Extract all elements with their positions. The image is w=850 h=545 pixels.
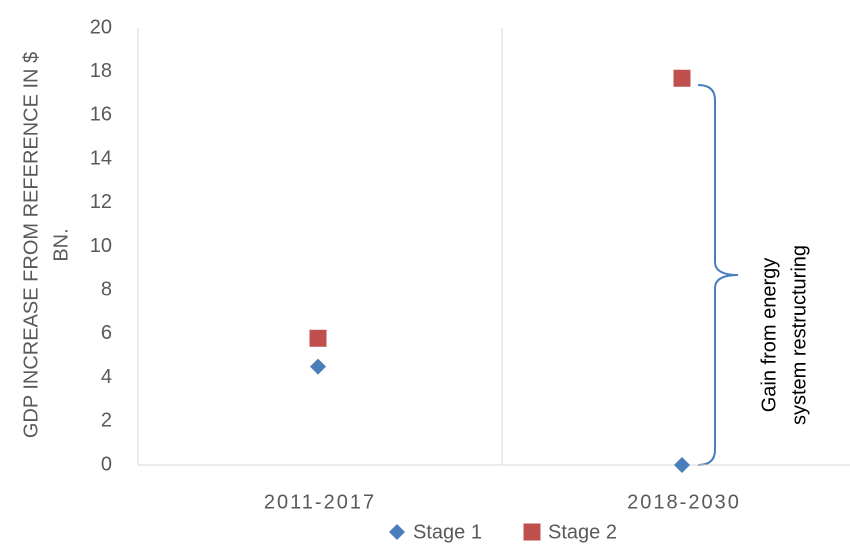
y-axis-label: BN. [50,228,72,261]
y-axis-label: GDP INCREASE FROM REFERENCE IN $ [20,52,42,438]
y-tick-label: 8 [101,278,112,300]
x-tick-label: 2018-2030 [627,491,741,513]
y-tick-label: 2 [101,410,112,432]
legend-label: Stage 1 [413,521,482,543]
legend-marker [389,524,405,540]
data-point [673,69,691,87]
y-tick-label: 20 [90,16,112,38]
y-tick-label: 0 [101,453,112,475]
legend-label: Stage 2 [548,521,617,543]
brace [697,84,739,466]
annotation: Gain from energy [758,258,780,413]
y-tick-label: 16 [90,104,112,126]
x-tick-label: 2011-2017 [264,491,376,513]
data-point [674,457,690,473]
legend-marker [523,523,541,541]
annotation: system restructuring [788,245,810,425]
y-tick-label: 10 [90,235,112,257]
y-tick-label: 12 [90,191,112,213]
y-tick-label: 18 [90,60,112,82]
y-tick-label: 4 [101,366,112,388]
y-tick-label: 6 [101,322,112,344]
data-point [309,329,327,347]
y-tick-label: 14 [90,147,112,169]
data-point [310,358,326,375]
